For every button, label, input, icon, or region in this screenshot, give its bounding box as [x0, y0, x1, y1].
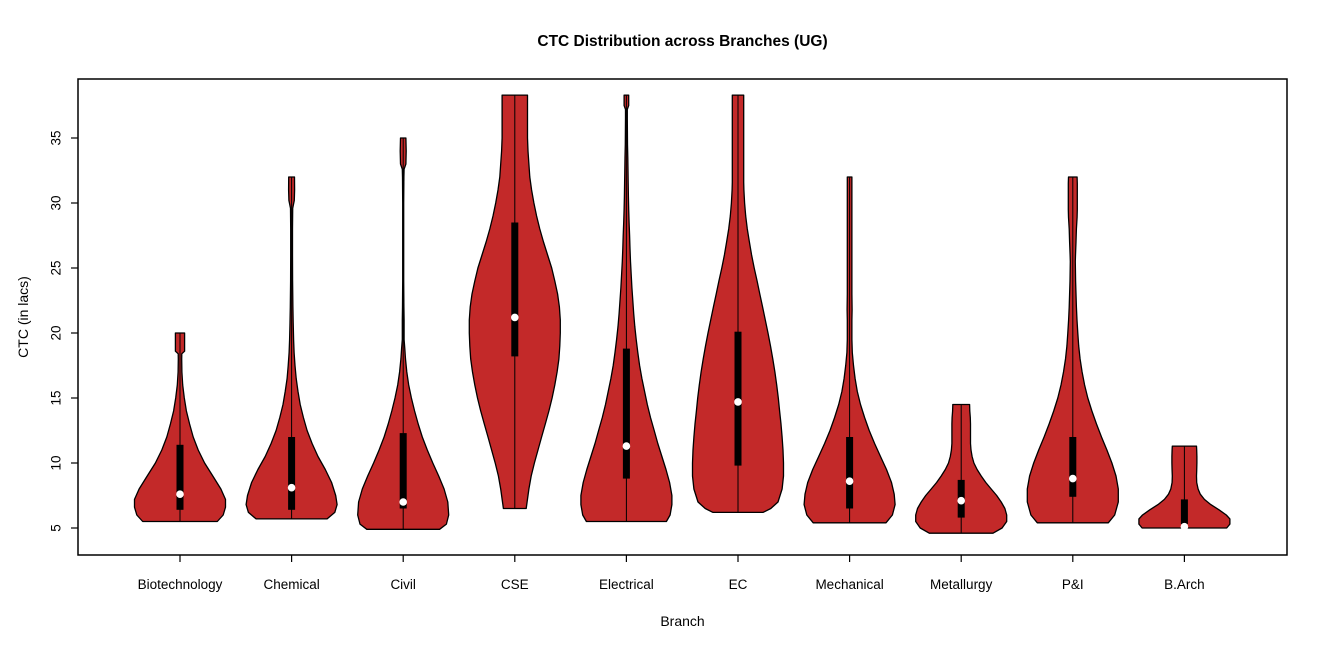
iqr-box-p-i	[1069, 437, 1077, 497]
y-axis-title: CTC (in lacs)	[15, 276, 31, 358]
median-dot-cse	[511, 313, 519, 322]
median-dot-chemical	[287, 483, 296, 492]
plot-frame	[77, 78, 1288, 556]
x-tick-label-metallurgy: Metallurgy	[930, 577, 993, 592]
iqr-box-civil	[399, 433, 407, 509]
x-tick-label-p-i: P&I	[1062, 577, 1084, 592]
median-dot-p-i	[1069, 474, 1077, 483]
median-dot-b-arch	[1180, 522, 1189, 531]
x-tick-label-chemical: Chemical	[263, 577, 319, 592]
iqr-box-electrical	[622, 348, 630, 479]
median-dot-metallurgy	[957, 496, 965, 505]
y-tick-label-10: 10	[49, 455, 64, 470]
iqr-box-cse	[511, 222, 519, 357]
iqr-box-mechanical	[846, 437, 854, 509]
x-tick-label-electrical: Electrical	[599, 577, 654, 592]
x-tick-label-biotechnology: Biotechnology	[138, 577, 223, 592]
median-dot-civil	[399, 498, 408, 506]
median-dot-electrical	[622, 442, 631, 450]
iqr-box-b-arch	[1180, 499, 1188, 525]
y-tick-label-30: 30	[49, 195, 64, 210]
x-tick-label-cse: CSE	[501, 577, 529, 592]
x-tick-label-ec: EC	[729, 577, 748, 592]
y-tick-label-15: 15	[49, 390, 64, 405]
chart-title: CTC Distribution across Branches (UG)	[537, 33, 828, 50]
x-tick-label-civil: Civil	[390, 577, 416, 592]
y-tick-label-35: 35	[49, 130, 64, 145]
x-tick-label-mechanical: Mechanical	[815, 577, 883, 592]
median-dot-biotechnology	[176, 490, 184, 499]
y-tick-label-5: 5	[49, 524, 64, 532]
y-tick-label-25: 25	[49, 260, 64, 275]
x-axis-title: Branch	[660, 613, 705, 629]
iqr-box-chemical	[288, 437, 296, 510]
x-tick-label-b-arch: B.Arch	[1164, 577, 1205, 592]
iqr-box-biotechnology	[176, 444, 184, 510]
median-dot-ec	[734, 398, 742, 406]
median-dot-mechanical	[845, 477, 854, 486]
y-tick-label-20: 20	[49, 325, 64, 340]
